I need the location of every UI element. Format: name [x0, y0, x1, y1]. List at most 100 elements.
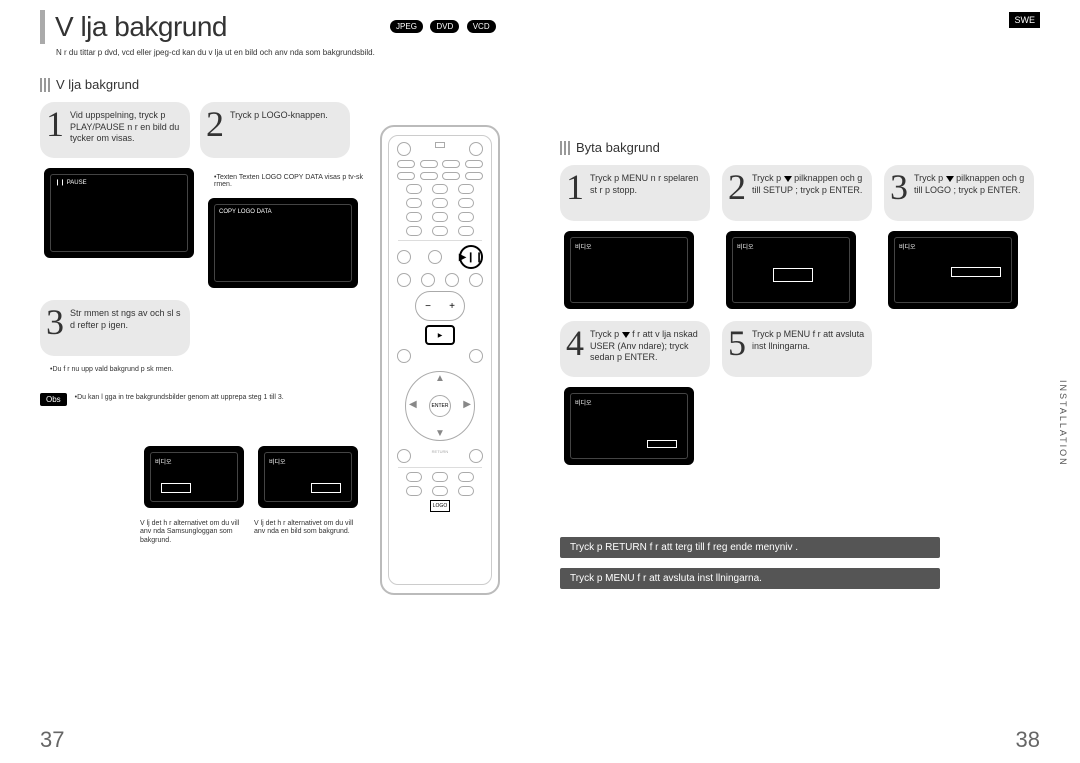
ezview-btn: ▶	[425, 325, 455, 345]
tv-label: 비디오	[155, 457, 172, 466]
divider	[398, 467, 483, 468]
num-btn	[432, 212, 448, 222]
step-num: 1	[46, 106, 64, 142]
up-arrow-icon: ▲	[435, 373, 445, 384]
right-arrow-icon: ▶	[463, 399, 471, 410]
title-bar-icon	[40, 10, 45, 44]
remote-btn	[465, 172, 483, 180]
num-btn	[432, 198, 448, 208]
step-1: 1 Vid uppspelning, tryck p PLAY/PAUSE n …	[40, 102, 190, 158]
play-pause-btn: ▶❙❙	[459, 245, 483, 269]
steps-row-2: 3 Str mmen st ngs av och sl s d refter p…	[40, 300, 370, 356]
num-pad	[402, 184, 477, 236]
remote-btn	[442, 160, 460, 168]
remote-btn	[420, 160, 438, 168]
section-title: V lja bakgrund	[56, 77, 139, 92]
num-btn	[406, 198, 422, 208]
remote-btn	[397, 349, 411, 363]
volume-rocker: −+	[415, 291, 465, 321]
tv-preview: 비디오	[564, 231, 694, 309]
tv-label: 비디오	[575, 398, 592, 407]
tv-option-samsung: 비디오	[144, 446, 244, 508]
swe-badge: SWE	[1009, 12, 1040, 28]
info-bar-menu: Tryck p MENU f r att avsluta inst llning…	[560, 568, 940, 589]
remote-btn	[406, 486, 422, 496]
num-btn	[458, 184, 474, 194]
num-btn	[458, 198, 474, 208]
tv-preview-copy: COPY LOGO DATA	[208, 198, 358, 288]
down-arrow-icon: ▼	[435, 428, 445, 439]
tv-label: 비디오	[269, 457, 286, 466]
tv-text: COPY LOGO DATA	[219, 209, 272, 215]
steps-top-row: 1 Tryck p MENU n r spelaren st r p stopp…	[560, 165, 1040, 321]
tv-label: 비디오	[737, 242, 754, 251]
step-text: Str mmen st ngs av och sl s d refter p i…	[70, 304, 184, 331]
step-num: 2	[206, 106, 224, 142]
obs-text: •Du kan l gga in tre bakgrundsbilder gen…	[75, 393, 284, 402]
step-3: 3 Str mmen st ngs av och sl s d refter p…	[40, 300, 190, 356]
remote-btn	[469, 273, 483, 287]
stop-btn	[428, 250, 442, 264]
info-bar-return: Tryck p RETURN f r att terg till f reg e…	[560, 537, 940, 558]
remote-control: ▶❙❙ −+ ▶ ENTER ▲ ▼ ◀ ▶ RETURN LOGO	[380, 125, 500, 595]
page-subtitle: N r du tittar p dvd, vcd eller jpeg-cd k…	[56, 48, 520, 57]
remote-btn	[442, 172, 460, 180]
remote-btn	[458, 486, 474, 496]
left-arrow-icon: ◀	[409, 399, 417, 410]
r-step-5: 5 Tryck p MENU f r att avsluta inst llni…	[722, 321, 872, 377]
ui-box-icon	[647, 440, 677, 448]
r-step-2: 2 Tryck p pilknappen och g till SETUP ; …	[722, 165, 872, 221]
remote-btn	[406, 472, 422, 482]
page-number: 37	[40, 727, 64, 753]
r-step-1: 1 Tryck p MENU n r spelaren st r p stopp…	[560, 165, 710, 221]
num-btn	[406, 184, 422, 194]
section-header: V lja bakgrund	[40, 77, 520, 92]
note-logo-copy: •Texten Texten LOGO COPY DATA visas p tv…	[214, 174, 370, 188]
down-arrow-icon	[622, 332, 630, 338]
tv-preview: 비디오	[888, 231, 1018, 309]
remote-btn	[432, 486, 448, 496]
remote-btn	[432, 472, 448, 482]
obs-badge: Obs	[40, 393, 67, 406]
remote-btn	[420, 172, 438, 180]
remote-btn	[397, 160, 415, 168]
step-text: Tryck p LOGO-knappen.	[230, 106, 328, 122]
section-title: Byta bakgrund	[576, 140, 660, 155]
dpad: ENTER ▲ ▼ ◀ ▶	[405, 371, 475, 441]
step-text: Tryck p MENU n r spelaren st r p stopp.	[590, 169, 704, 196]
down-arrow-icon	[784, 176, 792, 182]
r-step-4: 4 Tryck p f r att v lja nskad USER (Anv …	[560, 321, 710, 377]
tv-preview: 비디오	[564, 387, 694, 465]
remote-btn	[397, 172, 415, 180]
remote-btn	[397, 449, 411, 463]
caption: V lj det h r alternativet om du vill anv…	[140, 520, 240, 545]
step-text: Tryck p MENU f r att avsluta inst llning…	[752, 325, 866, 352]
page-title: V lja bakgrund	[55, 11, 227, 43]
remote-btn	[397, 142, 411, 156]
ui-box-icon	[773, 268, 813, 282]
step-2: 2 Tryck p LOGO-knappen.	[200, 102, 350, 158]
num-btn	[406, 226, 422, 236]
num-btn	[458, 212, 474, 222]
r-step-3: 3 Tryck p pilknappen och g till LOGO ; t…	[884, 165, 1034, 221]
step-num: 4	[566, 325, 584, 361]
down-arrow-icon	[946, 176, 954, 182]
remote-btn	[445, 273, 459, 287]
step-num: 3	[890, 169, 908, 205]
tv-label: ❙❙ PAUSE	[55, 179, 87, 186]
remote-btn	[421, 273, 435, 287]
num-btn	[458, 226, 474, 236]
page-number: 38	[1016, 727, 1040, 753]
dvd-badge: DVD	[430, 20, 459, 33]
step-text: Tryck p pilknappen och g till SETUP ; tr…	[752, 169, 866, 196]
step-text: Vid uppspelning, tryck p PLAY/PAUSE n r …	[70, 106, 184, 145]
step-text: Tryck p pilknappen och g till LOGO ; try…	[914, 169, 1028, 196]
section-header: Byta bakgrund	[560, 140, 1040, 155]
divider	[398, 240, 483, 241]
num-btn	[406, 212, 422, 222]
remote-btn	[469, 142, 483, 156]
remote-btn	[465, 160, 483, 168]
stripe-icon	[560, 141, 570, 155]
ui-box-icon	[951, 267, 1001, 277]
step-num: 5	[728, 325, 746, 361]
